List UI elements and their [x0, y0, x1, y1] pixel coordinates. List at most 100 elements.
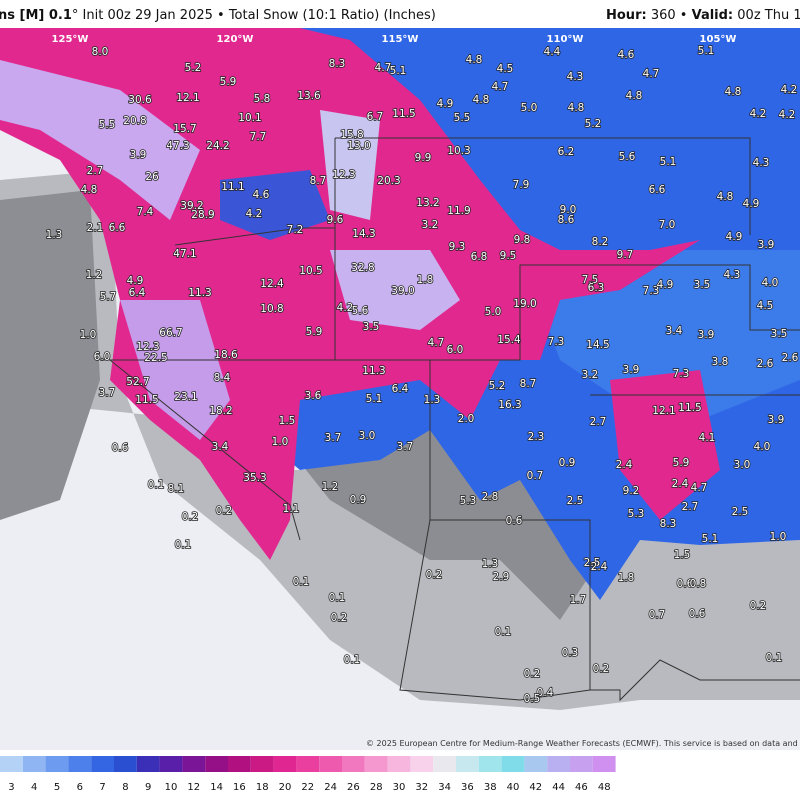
colorbar-swatch	[114, 756, 137, 772]
snow-total: 1.1	[283, 503, 300, 515]
snow-total: 4.7	[492, 81, 509, 93]
colorbar-swatch	[410, 756, 434, 772]
snow-total: 0.7	[527, 470, 544, 482]
colorbar-swatch	[205, 756, 228, 772]
snow-total: 0.3	[562, 647, 579, 659]
snow-total: 5.2	[489, 380, 506, 392]
snow-total: 0.9	[559, 457, 576, 469]
snow-total: 5.3	[460, 495, 477, 507]
snow-total: 2.9	[493, 571, 510, 583]
snow-total: 1.5	[674, 549, 691, 561]
colorbar-label: 3	[8, 782, 14, 793]
snow-total: 18.6	[214, 349, 238, 361]
snow-total: 4.1	[699, 432, 716, 444]
colorbar-swatch	[319, 756, 342, 772]
snow-total: 4.7	[428, 337, 445, 349]
snow-total: 1.8	[417, 274, 434, 286]
snow-total: 2.4	[616, 459, 633, 471]
colorbar-label: 5	[54, 782, 60, 793]
longitude-label: 110°W	[547, 34, 584, 45]
snow-total: 7.9	[513, 179, 530, 191]
snow-total: 0.2	[216, 505, 233, 517]
colorbar-swatch	[501, 756, 525, 772]
snow-total: 12.4	[260, 278, 284, 290]
snow-total: 4.3	[567, 71, 584, 83]
snow-total: 3.4	[212, 441, 229, 453]
snow-total: 3.9	[130, 149, 147, 161]
credit: © 2025 European Centre for Medium-Range …	[366, 739, 800, 748]
snow-total: 4.2	[779, 109, 796, 121]
colorbar-label: 20	[279, 782, 292, 793]
snow-total: 2.4	[672, 478, 689, 490]
colorbar-label: 48	[598, 782, 611, 793]
snow-total: 4.2	[781, 84, 798, 96]
snow-total: 1.3	[46, 229, 63, 241]
snow-total: 3.7	[397, 441, 414, 453]
snow-total: 1.3	[424, 394, 441, 406]
snow-total: 3.5	[771, 328, 788, 340]
colorbar-swatch	[342, 756, 365, 772]
snow-total: 0.5	[524, 693, 541, 705]
snow-total: 5.6	[619, 151, 636, 163]
snow-total: 3.9	[623, 364, 640, 376]
snow-total: 4.0	[754, 441, 771, 453]
snow-total: 5.2	[585, 118, 602, 130]
snow-total: 4.0	[762, 277, 779, 289]
snow-total: 0.6	[689, 608, 706, 620]
snow-total: 24.2	[206, 140, 229, 152]
snow-total: 35.3	[243, 472, 266, 484]
colorbar-swatch	[433, 756, 456, 772]
snow-total: 5.0	[485, 306, 502, 318]
borders	[100, 137, 800, 702]
snow-total: 8.3	[329, 58, 346, 70]
colorbar-swatch	[159, 756, 183, 772]
colorbar-swatch	[478, 756, 502, 772]
colorbar-label: 36	[461, 782, 474, 793]
colorbar-label: 9	[145, 782, 151, 793]
colorbar-swatch	[547, 756, 570, 772]
snow-total: 8.7	[310, 175, 327, 187]
colorbar-label: 10	[165, 782, 178, 793]
snow-total: 0.1	[766, 652, 783, 664]
snow-total: 4.6	[253, 189, 270, 201]
colorbar-swatch	[456, 756, 479, 772]
snow-total: 3.0	[734, 459, 751, 471]
snow-total: 4.2	[337, 302, 354, 314]
snow-total: 1.2	[86, 269, 103, 281]
snow-total: 11.5	[135, 394, 158, 406]
snow-total: 11.9	[447, 205, 470, 217]
colorbar-label: 40	[507, 782, 520, 793]
snow-total: 7.7	[250, 131, 267, 143]
snow-total: 4.4	[544, 46, 561, 58]
snow-total: 0.1	[495, 626, 512, 638]
colorbar-label: 24	[324, 782, 337, 793]
snow-total: 10.8	[260, 303, 283, 315]
snow-total: 12.1	[176, 92, 199, 104]
snow-total: 2.4	[591, 561, 608, 573]
colorbar-label: 22	[301, 782, 314, 793]
snow-total: 3.7	[325, 432, 342, 444]
snow-total: 9.5	[500, 250, 517, 262]
colorbar-swatch	[136, 756, 160, 772]
snow-total: 5.5	[454, 112, 471, 124]
longitude-label: 120°W	[217, 34, 254, 45]
snow-total: 28.9	[191, 209, 214, 221]
colorbar-label: 32	[415, 782, 428, 793]
snow-total: 0.1	[148, 479, 165, 491]
snow-total: 7.3	[673, 368, 690, 380]
colorbar-swatch	[387, 756, 411, 772]
snow-total: 1.7	[570, 594, 587, 606]
snow-total: 4.7	[691, 482, 708, 494]
snow-total: 8.6	[558, 214, 575, 226]
snow-total: 4.8	[725, 86, 742, 98]
snow-total: 4.2	[246, 208, 263, 220]
map-field	[0, 28, 800, 750]
snow-total: 20.3	[377, 175, 400, 187]
colorbar-swatch	[228, 756, 251, 772]
snow-total: 8.0	[92, 46, 109, 58]
snow-total: 2.6	[757, 358, 774, 370]
colorbar-label: 8	[122, 782, 128, 793]
snow-total: 15.4	[497, 334, 521, 346]
snow-total: 12.3	[136, 341, 159, 353]
snow-total: 4.7	[375, 62, 392, 74]
